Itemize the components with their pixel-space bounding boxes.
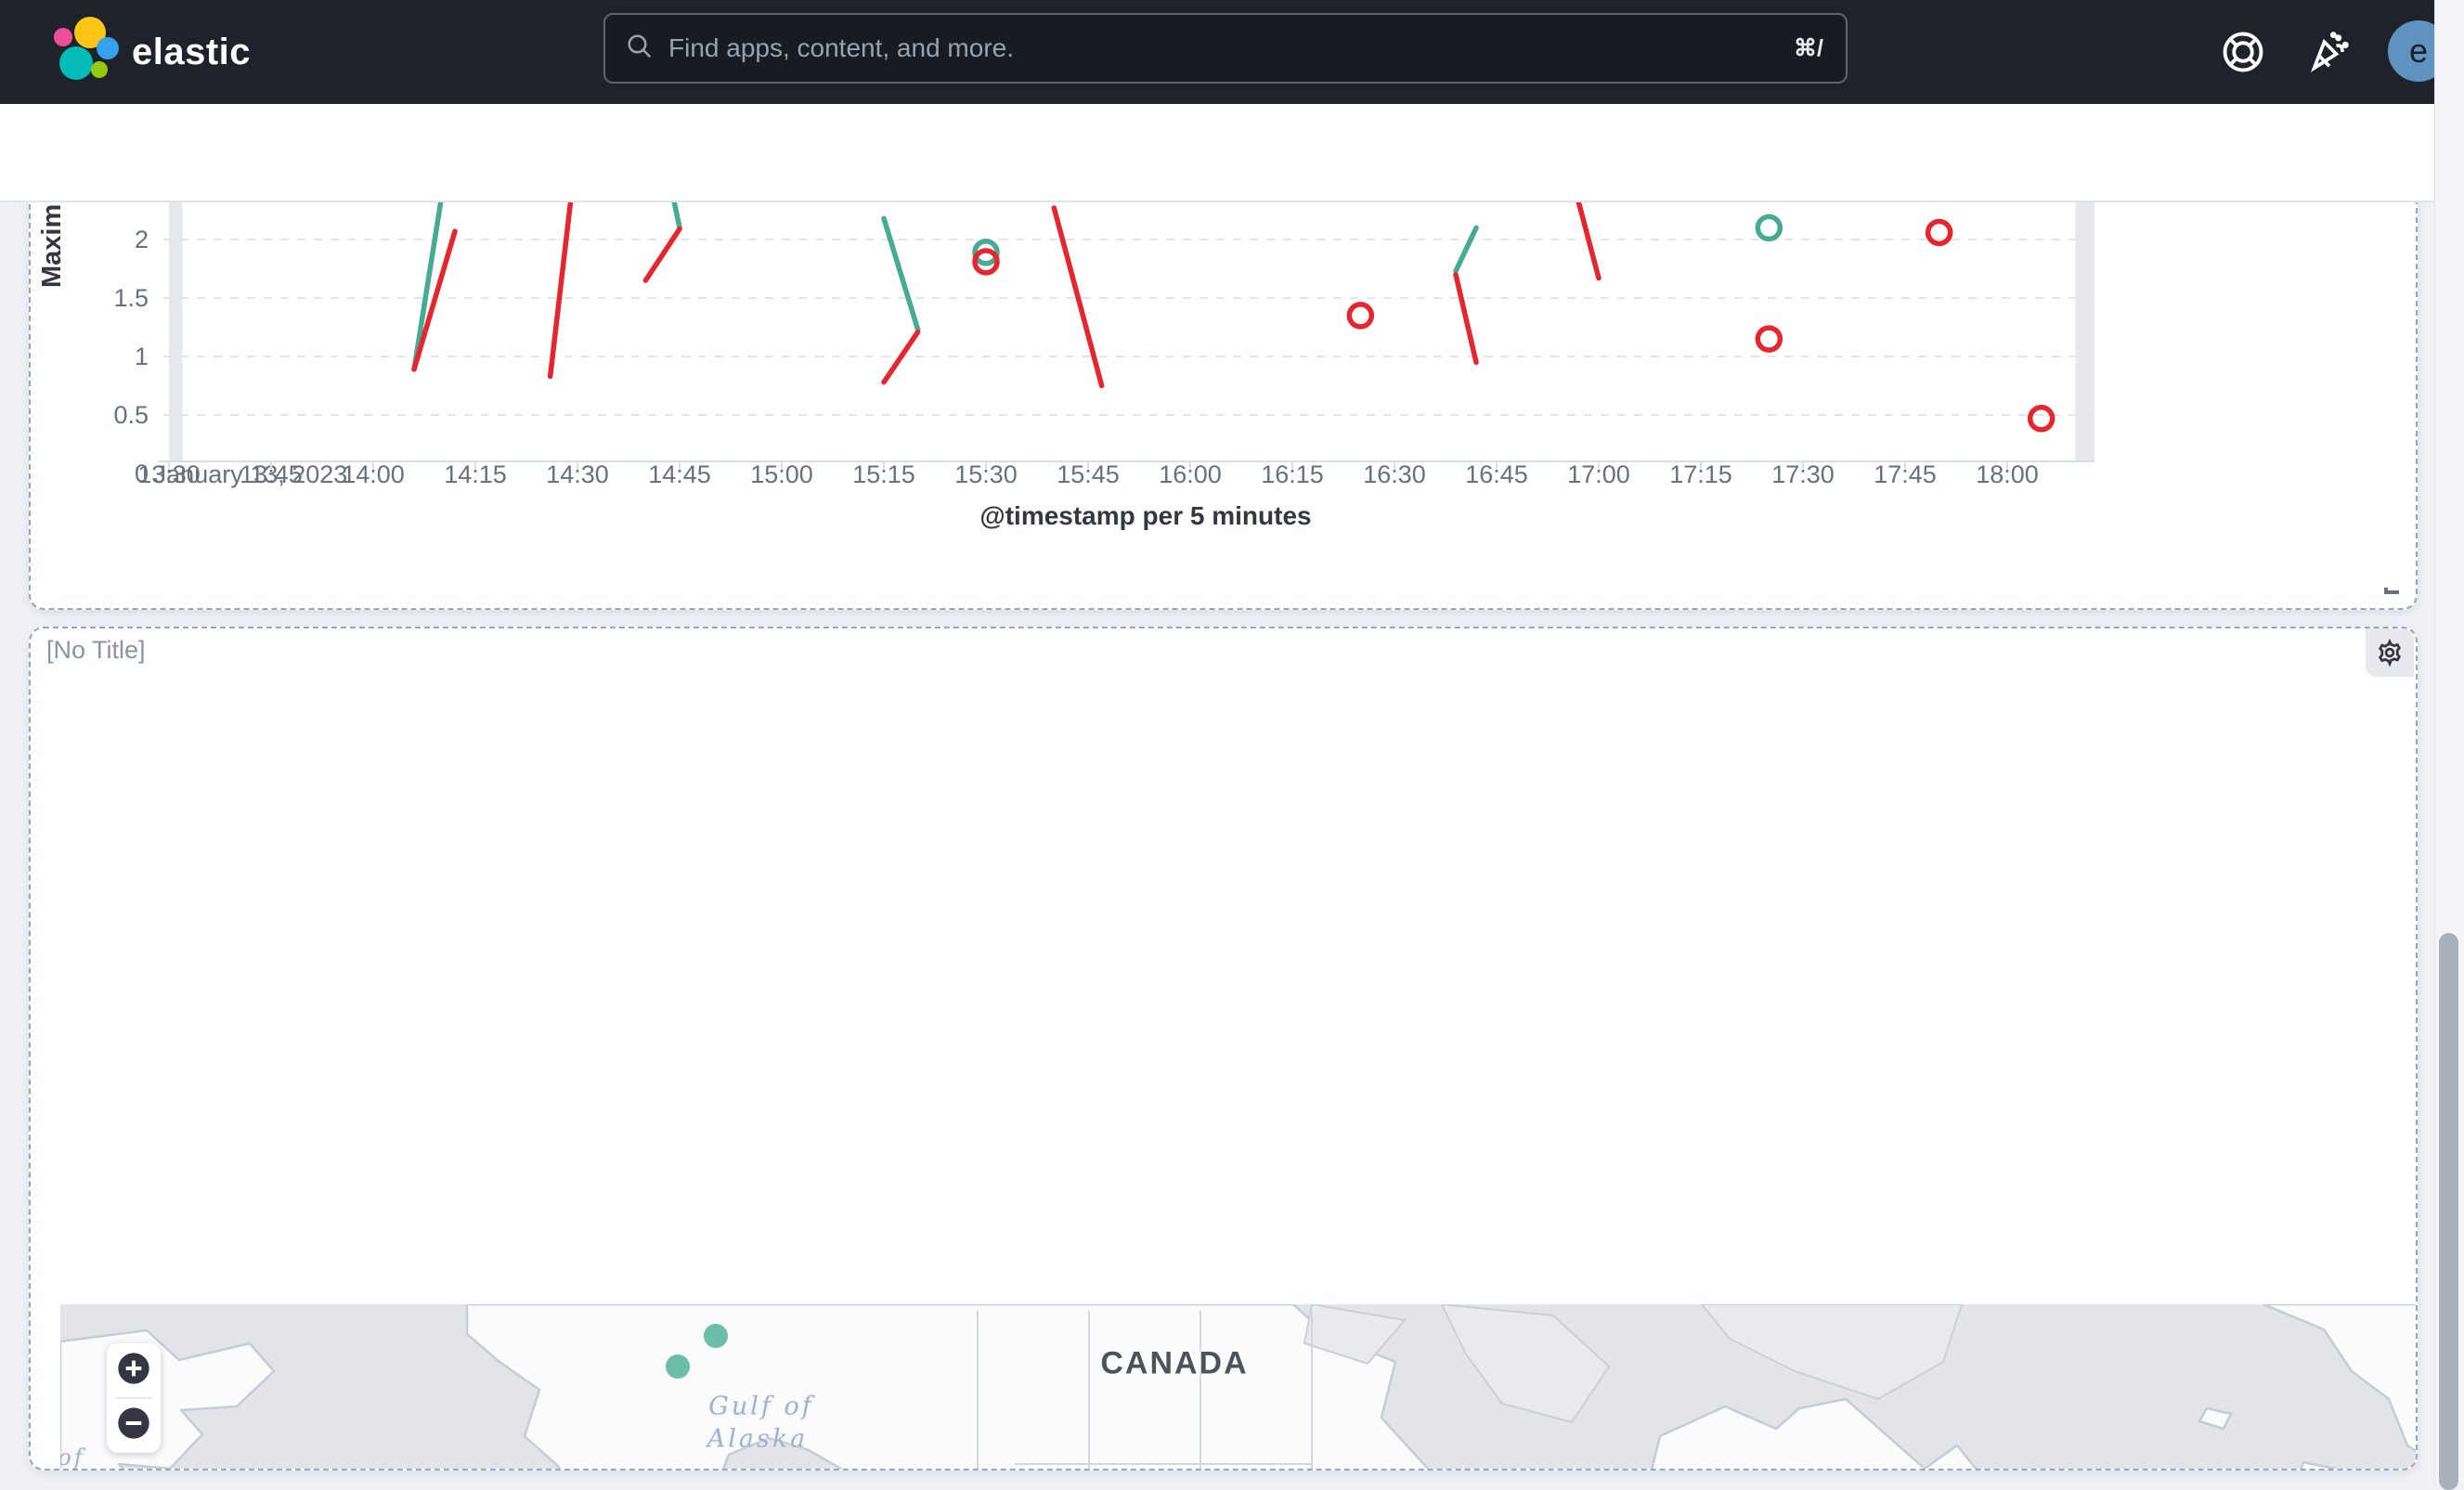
chart-y-tick-label: 1 xyxy=(134,343,149,370)
zoom-out-icon[interactable] xyxy=(115,1405,152,1446)
map-document-dot[interactable] xyxy=(704,1324,728,1348)
series-marker-red[interactable] xyxy=(1346,302,1375,330)
series-segment-red[interactable] xyxy=(411,228,458,372)
logo-wordmark: elastic xyxy=(132,31,252,72)
chart-x-axis-title: @timestamp per 5 minutes xyxy=(979,501,1312,530)
series-segment-red[interactable] xyxy=(547,201,574,380)
map-zoom-control[interactable] xyxy=(107,1343,161,1453)
map-panel-title[interactable]: [No Title] xyxy=(46,636,146,664)
map-panel[interactable]: CANADAUNITEDSTATESMEXICOCUBAGUATEMALAUNI… xyxy=(29,627,2418,1471)
chart-band xyxy=(169,201,183,461)
series-segment-red[interactable] xyxy=(1051,205,1105,389)
map-label-sea: Alaska xyxy=(707,1424,809,1454)
help-icon[interactable] xyxy=(2219,28,2267,76)
zoom-in-icon[interactable] xyxy=(115,1350,152,1392)
news-popper-icon[interactable] xyxy=(2306,28,2354,76)
map-canvas[interactable]: CANADAUNITEDSTATESMEXICOCUBAGUATEMALAUNI… xyxy=(60,1304,2417,1471)
panel-settings-button[interactable] xyxy=(2366,628,2414,677)
map-label-sea: of xyxy=(60,1445,85,1471)
elastic-logo-icon xyxy=(48,17,119,87)
map-label-country: CANADA xyxy=(1100,1345,1249,1381)
series-segment-red[interactable] xyxy=(881,329,921,385)
series-segment-green[interactable] xyxy=(881,215,921,332)
page-scrollbar-thumb[interactable] xyxy=(2439,933,2458,1490)
dashboard-toolbar xyxy=(0,104,2464,202)
series-marker-red[interactable] xyxy=(1925,218,1953,247)
search-placeholder: Find apps, content, and more. xyxy=(668,33,1014,62)
series-segment-green[interactable] xyxy=(1453,225,1479,274)
global-search-input[interactable]: Find apps, content, and more. ⌘/ xyxy=(603,13,1848,84)
series-marker-red[interactable] xyxy=(972,248,1000,276)
chart-panel[interactable] xyxy=(29,190,2418,610)
series-marker-red[interactable] xyxy=(2027,405,2055,433)
chart-y-tick-label: 0 xyxy=(134,460,149,487)
chart-y-axis-title: Maxim xyxy=(37,203,67,288)
search-icon xyxy=(626,32,654,65)
series-segment-green[interactable] xyxy=(671,201,682,231)
series-segment-red[interactable] xyxy=(1576,201,1602,281)
series-segment-red[interactable] xyxy=(1453,272,1479,366)
elastic-logo[interactable]: elastic xyxy=(48,17,251,87)
map-label-country: RV xyxy=(2416,1362,2417,1392)
series-segment-green[interactable] xyxy=(411,201,444,372)
series-segment-red[interactable] xyxy=(642,226,682,283)
map-basemap xyxy=(60,1304,2416,1471)
chart-band xyxy=(2075,201,2094,461)
app-header: elastic Find apps, content, and more. ⌘/… xyxy=(0,0,2464,104)
chart-panel-resize-handle[interactable] xyxy=(2382,576,2403,601)
chart-x-tick-label: January 13, 2023 xyxy=(153,460,348,488)
series-marker-red[interactable] xyxy=(1755,325,1783,353)
series-marker-green[interactable] xyxy=(1755,214,1783,242)
map-document-dot[interactable] xyxy=(666,1354,690,1379)
map-label-sea: Gulf of xyxy=(708,1392,814,1421)
chart-plot-area[interactable] xyxy=(158,201,2094,475)
chart-y-tick-label: 1.5 xyxy=(113,284,149,312)
series-marker-green[interactable] xyxy=(972,239,1000,266)
search-shortcut: ⌘/ xyxy=(1794,35,1823,61)
chart-y-tick-label: 2 xyxy=(134,226,149,253)
map-document-dots[interactable] xyxy=(635,1324,1633,1471)
gear-icon xyxy=(2379,638,2401,667)
chart-y-tick-label: 0.5 xyxy=(113,401,149,429)
